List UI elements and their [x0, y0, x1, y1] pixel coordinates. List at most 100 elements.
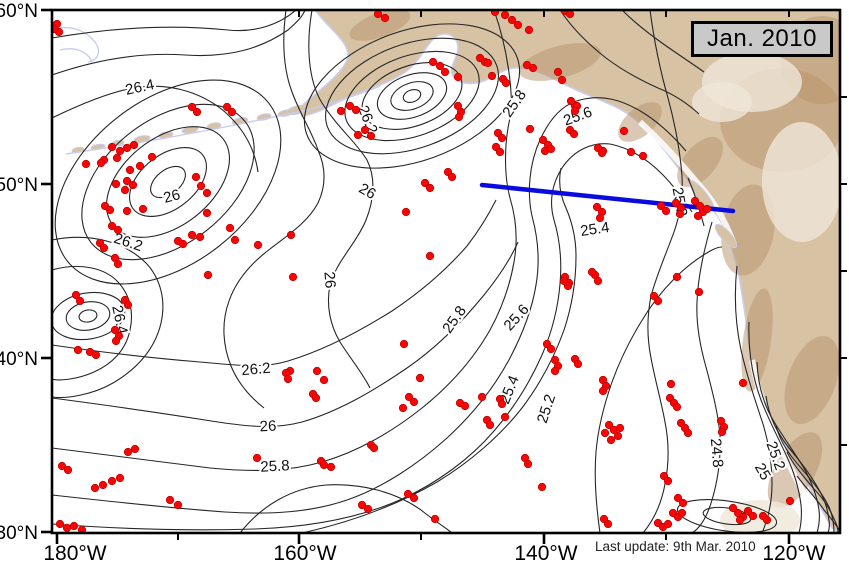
station-dot — [122, 143, 132, 153]
station-dot — [735, 515, 745, 525]
station-dot — [587, 267, 597, 277]
station-dot — [460, 401, 470, 411]
station-dot — [683, 428, 693, 438]
station-dot — [762, 515, 772, 525]
station-dot — [513, 20, 523, 30]
contour-ring — [78, 309, 98, 323]
station-dot — [495, 147, 505, 157]
station-dot — [52, 24, 59, 34]
contour-label: 25.8 — [260, 457, 290, 476]
station-dot — [573, 359, 583, 369]
station-dot — [500, 10, 510, 20]
station-dot — [595, 213, 605, 223]
contour-label: 25.6 — [501, 301, 533, 334]
date-label: Jan. 2010 — [707, 25, 817, 52]
station-dot — [656, 201, 666, 211]
station-dot — [454, 112, 464, 122]
station-dot — [222, 102, 232, 112]
station-dot — [319, 460, 329, 470]
station-dot — [178, 239, 188, 249]
station-dot — [311, 393, 321, 403]
station-dot — [597, 148, 607, 158]
station-dot — [485, 420, 495, 430]
contour-line — [748, 321, 802, 533]
station-dot — [399, 339, 409, 349]
contour-label: 25.4 — [579, 219, 610, 240]
station-dot — [550, 366, 560, 376]
station-dot — [546, 144, 556, 154]
station-dot — [69, 521, 79, 531]
station-dot — [113, 225, 123, 235]
station-dot — [453, 72, 463, 82]
station-dot — [613, 431, 623, 441]
station-dot — [653, 296, 663, 306]
station-dot — [96, 158, 106, 168]
station-dot — [728, 503, 738, 513]
contour-layer — [52, 10, 840, 533]
contour-line — [52, 241, 519, 428]
contour-label: 25.8 — [499, 87, 530, 121]
station-dot — [430, 514, 440, 524]
contour-ring — [81, 103, 255, 261]
station-dot — [173, 500, 183, 510]
station-dot — [319, 375, 329, 385]
station-dot — [748, 511, 758, 521]
contour-line — [621, 10, 705, 73]
contour-ring — [676, 499, 778, 533]
station-dot — [501, 78, 511, 88]
station-dot — [619, 126, 629, 136]
station-dot — [105, 205, 115, 215]
contour-ring — [376, 72, 448, 120]
station-dot — [128, 180, 138, 190]
station-dot — [253, 240, 263, 250]
ice-edge-line — [65, 109, 307, 155]
station-dot — [122, 206, 132, 216]
contour-line — [765, 395, 830, 533]
terrain-shading — [721, 184, 775, 276]
contour-ring — [325, 37, 499, 155]
station-dot — [525, 124, 535, 134]
station-dot — [672, 272, 682, 282]
station-dot — [113, 259, 123, 269]
station-dot — [569, 129, 579, 139]
station-dot — [99, 243, 109, 253]
station-dot — [546, 344, 556, 354]
contour-ring — [303, 23, 521, 169]
station-dot — [111, 179, 121, 189]
station-dot — [225, 223, 235, 233]
contour-ring — [65, 301, 111, 331]
station-dot — [345, 101, 355, 111]
station-dot — [107, 476, 117, 486]
station-dot — [497, 399, 507, 409]
station-dot — [604, 420, 614, 430]
contour-line — [796, 475, 840, 532]
terrain-highlight — [692, 82, 752, 122]
station-dot — [111, 336, 121, 346]
station-dot — [360, 125, 370, 135]
station-dot — [487, 71, 497, 81]
station-dot — [447, 172, 457, 182]
contour-ring — [150, 165, 186, 199]
station-dot — [90, 483, 100, 493]
station-dot — [477, 392, 487, 402]
contour-line — [52, 236, 164, 398]
station-dot — [283, 374, 293, 384]
station-dot — [638, 151, 648, 161]
contour-line — [52, 97, 687, 514]
station-dot — [563, 281, 573, 291]
station-dot — [403, 489, 413, 499]
station-dot — [500, 412, 510, 422]
station-dot — [288, 272, 298, 282]
station-dot — [570, 106, 580, 116]
station-dot — [483, 58, 493, 68]
station-dot — [538, 135, 548, 145]
contour-ring — [402, 89, 422, 103]
station-dot — [690, 196, 700, 206]
contour-line — [52, 10, 297, 39]
contour-line — [52, 10, 517, 472]
contour-ring — [52, 291, 126, 341]
station-dot — [252, 453, 262, 463]
contour-label: 25.2 — [534, 392, 559, 425]
contour-ring — [344, 50, 480, 142]
